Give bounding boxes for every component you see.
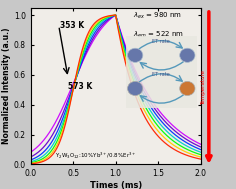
Circle shape	[127, 81, 143, 95]
Circle shape	[127, 48, 143, 62]
Text: 353 K: 353 K	[59, 21, 84, 30]
Text: ET rate: ET rate	[152, 72, 170, 77]
Text: 573 K: 573 K	[68, 82, 92, 91]
Bar	[126, 36, 197, 108]
Text: Temperature: Temperature	[201, 70, 206, 105]
Text: ET rate: ET rate	[152, 39, 170, 43]
Circle shape	[180, 81, 195, 95]
X-axis label: Times (ms): Times (ms)	[89, 181, 142, 189]
Text: Y$_2$W$_3$O$_{12}$:10%Yb$^{3+}$/0.8%Er$^{3+}$: Y$_2$W$_3$O$_{12}$:10%Yb$^{3+}$/0.8%Er$^…	[55, 150, 136, 160]
Text: $\lambda_{em}$ = 522 nm: $\lambda_{em}$ = 522 nm	[133, 29, 184, 40]
Circle shape	[180, 48, 195, 62]
Y-axis label: Normalized Intensity (a.u.): Normalized Intensity (a.u.)	[2, 28, 11, 144]
Text: $\lambda_{ex}$ = 980 nm: $\lambda_{ex}$ = 980 nm	[133, 11, 182, 21]
